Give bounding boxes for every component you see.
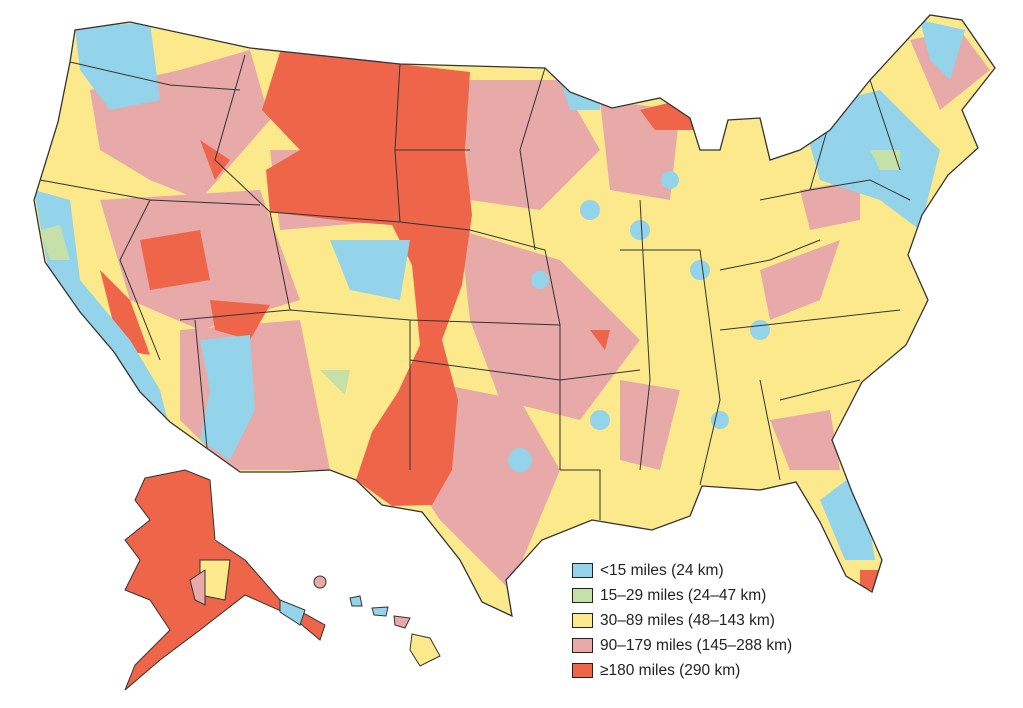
legend: <15 miles (24 km) 15–29 miles (24–47 km)…: [572, 558, 792, 683]
state-borders: [39, 54, 911, 520]
legend-label: ≥180 miles (290 km): [600, 661, 741, 679]
legend-swatch: [572, 663, 593, 678]
hawaii: [313, 575, 441, 667]
legend-label: 30–89 miles (48–143 km): [600, 611, 775, 629]
region-180-plus: [100, 52, 880, 592]
legend-swatch: [572, 563, 593, 578]
region-under-15: [34, 20, 965, 560]
legend-item: 30–89 miles (48–143 km): [572, 608, 792, 633]
legend-label: 15–29 miles (24–47 km): [600, 586, 767, 604]
region-15-29: [40, 150, 900, 395]
legend-swatch: [572, 613, 593, 628]
legend-item: 15–29 miles (24–47 km): [572, 583, 792, 608]
legend-item: 90–179 miles (145–288 km): [572, 633, 792, 658]
legend-label: <15 miles (24 km): [600, 561, 724, 579]
legend-item: <15 miles (24 km): [572, 558, 792, 583]
legend-item: ≥180 miles (290 km): [572, 658, 792, 683]
legend-label: 90–179 miles (145–288 km): [600, 636, 793, 654]
legend-swatch: [572, 588, 593, 603]
legend-swatch: [572, 638, 593, 653]
alaska: [124, 469, 326, 691]
region-90-179: [90, 30, 990, 590]
